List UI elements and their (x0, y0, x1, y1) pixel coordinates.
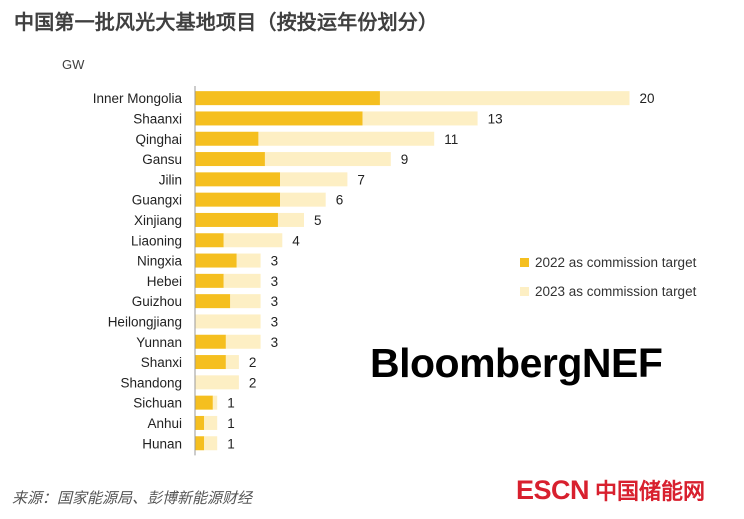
bar-2023-anhui (204, 415, 218, 430)
bar-2023-sichuan (212, 395, 218, 410)
bar-2022-shanxi (195, 355, 226, 370)
unit-label: GW (62, 57, 85, 72)
bar-2022-hebei (195, 273, 224, 288)
bar-2023-heilongjiang (195, 314, 261, 329)
bar-2023-guizhou (230, 294, 261, 309)
bar-2023-liaoning (223, 233, 283, 248)
total-label-jilin: 7 (357, 172, 365, 187)
category-label-guangxi: Guangxi (132, 193, 182, 208)
bar-2022-hunan (195, 436, 205, 451)
category-label-liaoning: Liaoning (131, 233, 182, 248)
bar-2023-xinjiang (277, 212, 304, 227)
legend-item-2022: 2022 as commission target (520, 255, 696, 270)
category-label-heilongjiang: Heilongjiang (108, 314, 182, 329)
total-label-yunnan: 3 (271, 335, 279, 350)
total-label-inner-mongolia: 20 (640, 91, 655, 106)
total-label-guangxi: 6 (336, 193, 344, 208)
bar-2022-ningxia (195, 253, 237, 268)
total-label-liaoning: 4 (292, 233, 300, 248)
bar-2022-yunnan (195, 334, 226, 349)
legend-label-2022: 2022 as commission target (535, 255, 697, 270)
source-note: 来源：国家能源局、彭博新能源财经 (12, 489, 253, 507)
bar-2023-ningxia (236, 253, 261, 268)
total-label-anhui: 1 (227, 416, 235, 431)
bar-2022-anhui (195, 415, 205, 430)
total-label-shaanxi: 13 (488, 111, 503, 126)
category-label-hebei: Hebei (147, 274, 182, 289)
category-label-shandong: Shandong (120, 375, 182, 390)
bar-2023-shaanxi (362, 111, 478, 126)
category-label-guizhou: Guizhou (132, 294, 182, 309)
category-label-sichuan: Sichuan (133, 396, 182, 411)
bar-2023-jilin (280, 172, 348, 187)
bar-2022-xinjiang (195, 212, 278, 227)
total-label-ningxia: 3 (271, 254, 279, 269)
chart-title: 中国第一批风光大基地项目（按投运年份划分） (14, 10, 439, 34)
total-label-heilongjiang: 3 (271, 314, 279, 329)
category-label-gansu: Gansu (142, 152, 182, 167)
total-label-guizhou: 3 (271, 294, 279, 309)
total-label-hunan: 1 (227, 436, 235, 451)
category-label-ningxia: Ningxia (137, 254, 183, 269)
legend-swatch-2022 (520, 258, 529, 267)
bar-2022-inner-mongolia (195, 91, 380, 106)
bar-2023-qinghai (258, 131, 435, 146)
category-label-shaanxi: Shaanxi (133, 111, 182, 126)
bar-2022-sichuan (195, 395, 213, 410)
total-label-hebei: 3 (271, 274, 279, 289)
bar-2022-qinghai (195, 131, 259, 146)
category-label-shanxi: Shanxi (141, 355, 182, 370)
legend-label-2023: 2023 as commission target (535, 284, 697, 299)
bar-2022-guizhou (195, 294, 231, 309)
total-label-xinjiang: 5 (314, 213, 322, 228)
bar-2023-inner-mongolia (379, 91, 630, 106)
bar-2022-jilin (195, 172, 281, 187)
category-label-anhui: Anhui (147, 416, 182, 431)
bar-2023-hebei (223, 273, 261, 288)
bar-2022-gansu (195, 152, 265, 167)
category-label-yunnan: Yunnan (136, 335, 182, 350)
bar-2023-hunan (204, 436, 218, 451)
bar-2023-yunnan (225, 334, 261, 349)
category-label-qinghai: Qinghai (135, 132, 182, 147)
total-label-gansu: 9 (401, 152, 409, 167)
bar-2022-liaoning (195, 233, 224, 248)
logo-latin-text: ESCN (516, 474, 590, 505)
bar-2023-gansu (264, 152, 391, 167)
total-label-sichuan: 1 (227, 396, 235, 411)
legend-swatch-2023 (520, 287, 529, 296)
bloombergnef-watermark: BloombergNEF (370, 340, 663, 386)
bar-2023-shandong (195, 375, 239, 390)
bar-2023-guangxi (280, 192, 326, 207)
bar-2022-guangxi (195, 192, 281, 207)
total-label-shandong: 2 (249, 375, 257, 390)
escn-logo: ESCN 中国储能网 (516, 474, 705, 506)
category-label-jilin: Jilin (159, 172, 182, 187)
category-label-hunan: Hunan (142, 436, 182, 451)
logo-chinese-text: 中国储能网 (595, 480, 706, 505)
category-label-xinjiang: Xinjiang (134, 213, 182, 228)
total-label-shanxi: 2 (249, 355, 257, 370)
legend-item-2023: 2023 as commission target (520, 284, 696, 299)
total-label-qinghai: 11 (444, 132, 458, 147)
bar-2023-shanxi (225, 355, 239, 370)
bar-2022-shaanxi (195, 111, 363, 126)
category-label-inner-mongolia: Inner Mongolia (93, 91, 183, 106)
